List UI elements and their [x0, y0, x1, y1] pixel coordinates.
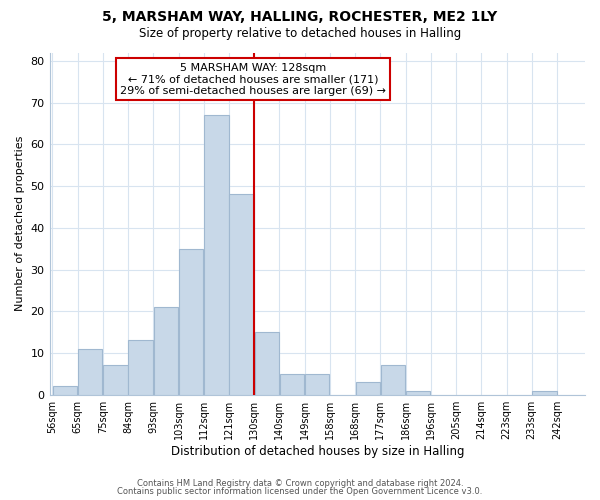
Bar [128, 340, 153, 394]
Y-axis label: Number of detached properties: Number of detached properties [15, 136, 25, 312]
Text: 5, MARSHAM WAY, HALLING, ROCHESTER, ME2 1LY: 5, MARSHAM WAY, HALLING, ROCHESTER, ME2 … [103, 10, 497, 24]
Bar [381, 366, 405, 394]
X-axis label: Distribution of detached houses by size in Halling: Distribution of detached houses by size … [170, 444, 464, 458]
Bar [229, 194, 254, 394]
Bar [305, 374, 329, 394]
Text: Contains public sector information licensed under the Open Government Licence v3: Contains public sector information licen… [118, 487, 482, 496]
Text: Contains HM Land Registry data © Crown copyright and database right 2024.: Contains HM Land Registry data © Crown c… [137, 478, 463, 488]
Bar [254, 332, 279, 394]
Bar [280, 374, 304, 394]
Bar [154, 307, 178, 394]
Bar [406, 390, 430, 394]
Bar [356, 382, 380, 394]
Bar [179, 248, 203, 394]
Bar [78, 349, 103, 395]
Bar [103, 366, 128, 394]
Bar [53, 386, 77, 394]
Text: Size of property relative to detached houses in Halling: Size of property relative to detached ho… [139, 28, 461, 40]
Text: 5 MARSHAM WAY: 128sqm
← 71% of detached houses are smaller (171)
29% of semi-det: 5 MARSHAM WAY: 128sqm ← 71% of detached … [120, 63, 386, 96]
Bar [532, 390, 557, 394]
Bar [204, 115, 229, 394]
